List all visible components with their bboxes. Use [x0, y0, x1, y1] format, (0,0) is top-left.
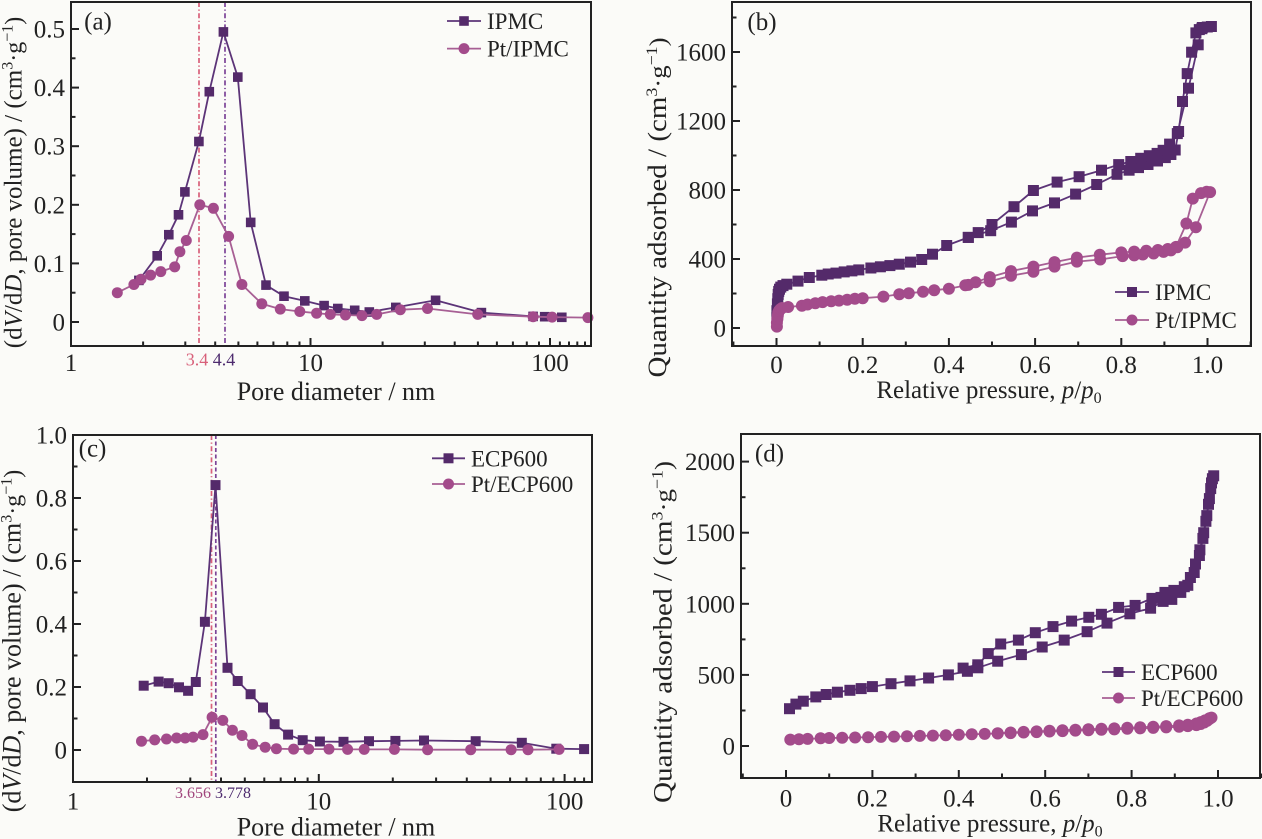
svg-text:0: 0 [714, 316, 727, 343]
svg-text:0: 0 [53, 310, 66, 337]
svg-text:4.4: 4.4 [213, 350, 236, 370]
svg-text:0.1: 0.1 [34, 251, 65, 278]
svg-text:0.4: 0.4 [34, 75, 66, 102]
svg-text:10: 10 [298, 350, 323, 377]
svg-text:0.6: 0.6 [36, 549, 67, 576]
svg-text:0.6: 0.6 [1019, 352, 1050, 379]
svg-text:(b): (b) [747, 9, 776, 36]
svg-text:0.2: 0.2 [847, 352, 878, 379]
svg-text:0.4: 0.4 [943, 786, 975, 813]
svg-text:ECP600: ECP600 [1141, 660, 1218, 685]
svg-text:3.4: 3.4 [186, 350, 209, 370]
svg-text:0.5: 0.5 [34, 17, 65, 44]
svg-text:0: 0 [770, 352, 783, 379]
svg-text:1.0: 1.0 [1192, 352, 1223, 379]
svg-text:400: 400 [689, 247, 727, 274]
svg-text:Pt/IPMC: Pt/IPMC [487, 36, 569, 61]
svg-text:Pt/IPMC: Pt/IPMC [1155, 308, 1237, 333]
svg-text:0.8: 0.8 [1106, 352, 1137, 379]
svg-text:Pt/ECP600: Pt/ECP600 [1141, 686, 1243, 711]
svg-text:Quantity adsorbed / (cm3·g−1): Quantity adsorbed / (cm3·g−1) [649, 461, 678, 803]
svg-text:0.2: 0.2 [857, 786, 888, 813]
svg-text:800: 800 [689, 178, 727, 205]
svg-text:Relative pressure, p/p0: Relative pressure, p/p0 [877, 811, 1102, 839]
svg-text:3.778: 3.778 [215, 785, 251, 802]
svg-text:1600: 1600 [676, 40, 726, 67]
svg-text:Quantity adsorbed / (cm3·g−1): Quantity adsorbed / (cm3·g−1) [643, 38, 672, 378]
svg-text:0: 0 [723, 734, 736, 761]
svg-text:1000: 1000 [685, 591, 735, 618]
svg-text:Relative pressure, p/p0: Relative pressure, p/p0 [876, 377, 1101, 407]
svg-text:0.8: 0.8 [1116, 786, 1147, 813]
svg-text:Pt/ECP600: Pt/ECP600 [471, 472, 573, 497]
svg-text:500: 500 [698, 662, 736, 689]
svg-text:0.2: 0.2 [34, 192, 65, 219]
svg-text:IPMC: IPMC [487, 9, 543, 34]
svg-text:1.0: 1.0 [1202, 786, 1233, 813]
svg-text:1: 1 [65, 350, 78, 377]
svg-text:3.656: 3.656 [175, 785, 211, 802]
svg-text:100: 100 [531, 350, 569, 377]
svg-text:IPMC: IPMC [1155, 280, 1211, 305]
svg-text:0.4: 0.4 [36, 612, 68, 639]
svg-text:0: 0 [780, 786, 793, 813]
svg-text:(dV/dD, pore volume) / (cm3·g−: (dV/dD, pore volume) / (cm3·g−1) [0, 17, 28, 348]
svg-text:1200: 1200 [676, 109, 726, 136]
svg-text:0.8: 0.8 [36, 486, 67, 513]
svg-text:(a): (a) [84, 9, 112, 36]
svg-text:0: 0 [55, 738, 68, 765]
svg-text:(dV/dD, pore volume) / (cm3·g−: (dV/dD, pore volume) / (cm3·g−1) [0, 470, 27, 813]
svg-text:1: 1 [67, 789, 80, 816]
svg-text:2000: 2000 [685, 449, 735, 476]
svg-text:100: 100 [546, 789, 584, 816]
svg-text:1.0: 1.0 [36, 423, 67, 450]
svg-text:Pore diameter / nm: Pore diameter / nm [237, 377, 436, 406]
svg-text:0.2: 0.2 [36, 675, 67, 702]
svg-text:0.6: 0.6 [1030, 786, 1061, 813]
svg-text:ECP600: ECP600 [471, 446, 548, 471]
svg-text:0.3: 0.3 [34, 134, 65, 161]
svg-text:1500: 1500 [685, 520, 735, 547]
svg-text:(d): (d) [755, 441, 784, 468]
svg-text:(c): (c) [79, 436, 107, 463]
svg-text:Pore diameter / nm: Pore diameter / nm [237, 813, 436, 839]
svg-text:10: 10 [306, 789, 331, 816]
svg-text:0.4: 0.4 [933, 352, 965, 379]
